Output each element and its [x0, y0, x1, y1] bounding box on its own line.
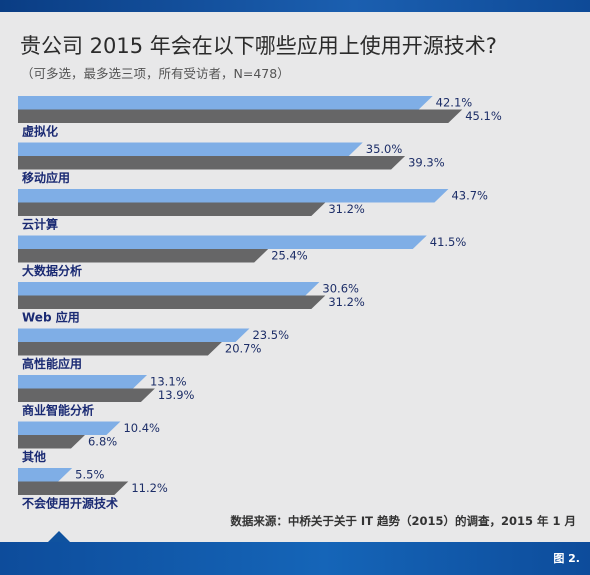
bottom-footer-band — [0, 542, 590, 575]
value-label-s1-2: 43.7% — [451, 189, 488, 203]
category-label-6: 商业智能分析 — [22, 403, 94, 418]
bar-s1-3 — [18, 235, 427, 249]
bar-s2-2 — [18, 202, 326, 216]
category-label-3: 大数据分析 — [22, 263, 82, 278]
category-label-4: Web 应用 — [22, 310, 80, 325]
value-label-s1-7: 10.4% — [123, 421, 160, 435]
value-label-s2-5: 20.7% — [225, 342, 262, 356]
value-label-s2-3: 25.4% — [271, 249, 308, 263]
value-label-s1-6: 13.1% — [150, 375, 187, 389]
bar-s1-5 — [18, 328, 250, 342]
footer-notch — [48, 531, 70, 542]
bar-s2-5 — [18, 342, 222, 356]
bar-s1-4 — [18, 282, 320, 296]
value-label-s2-7: 6.8% — [88, 435, 117, 449]
bar-s1-0 — [18, 96, 433, 110]
bar-s1-2 — [18, 189, 449, 203]
value-label-s2-8: 11.2% — [131, 481, 168, 495]
value-label-s1-5: 23.5% — [252, 328, 289, 342]
category-label-5: 高性能应用 — [22, 356, 82, 371]
bar-s2-8 — [18, 481, 129, 495]
value-label-s2-2: 31.2% — [328, 202, 365, 216]
value-label-s2-6: 13.9% — [158, 388, 195, 402]
bar-s2-3 — [18, 249, 269, 263]
chart-title: 贵公司 2015 年会在以下哪些应用上使用开源技术? — [20, 34, 497, 58]
category-label-2: 云计算 — [22, 217, 58, 232]
bar-s1-1 — [18, 142, 363, 156]
figure-label: 图 2. — [553, 552, 580, 565]
value-label-s2-0: 45.1% — [465, 109, 502, 123]
value-label-s1-3: 41.5% — [430, 235, 467, 249]
bar-s2-6 — [18, 388, 155, 402]
bar-s2-1 — [18, 156, 406, 170]
value-label-s1-8: 5.5% — [75, 468, 104, 482]
chart-subtitle: （可多选，最多选三项，所有受访者，N=478） — [21, 66, 290, 81]
category-label-8: 不会使用开源技术 — [22, 496, 118, 511]
category-label-1: 移动应用 — [22, 170, 70, 185]
value-label-s1-1: 35.0% — [366, 142, 403, 156]
bar-s2-7 — [18, 435, 85, 449]
bar-s1-7 — [18, 421, 121, 435]
data-source-note: 数据来源：中桥关于关于 IT 趋势（2015）的调查，2015 年 1 月 — [230, 514, 576, 528]
bar-s1-8 — [18, 468, 73, 482]
category-label-7: 其他 — [22, 449, 46, 464]
bar-s2-0 — [18, 109, 463, 123]
bar-s2-4 — [18, 295, 326, 309]
value-label-s2-4: 31.2% — [328, 295, 365, 309]
value-label-s1-4: 30.6% — [322, 282, 359, 296]
top-header-band — [0, 0, 590, 12]
value-label-s1-0: 42.1% — [436, 96, 473, 110]
category-label-0: 虚拟化 — [22, 124, 58, 139]
bar-s1-6 — [18, 375, 148, 389]
value-label-s2-1: 39.3% — [408, 156, 445, 170]
